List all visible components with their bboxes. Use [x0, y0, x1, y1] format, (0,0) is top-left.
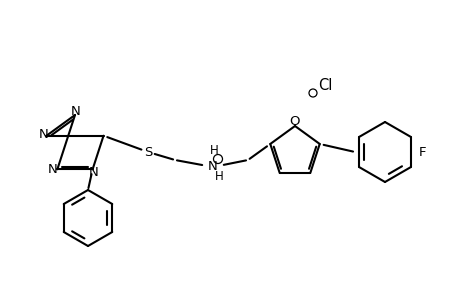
Text: O: O [289, 115, 300, 128]
Text: N: N [207, 160, 218, 172]
Text: F: F [418, 146, 426, 158]
Text: N: N [47, 163, 57, 176]
Text: H: H [209, 143, 218, 157]
Text: N: N [39, 128, 48, 141]
Text: Cl: Cl [317, 77, 331, 92]
Text: N: N [71, 104, 81, 118]
Text: S: S [144, 146, 152, 158]
Text: N: N [89, 166, 98, 179]
Text: H: H [214, 170, 223, 184]
